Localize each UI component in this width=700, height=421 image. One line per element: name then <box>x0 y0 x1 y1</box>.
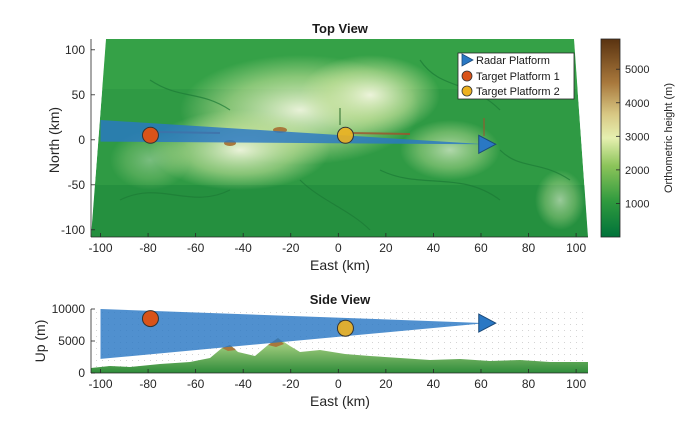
top-xtick-label: -40 <box>235 241 253 255</box>
legend-target-2-swatch <box>461 85 473 97</box>
top-xtick-label: -20 <box>282 241 300 255</box>
top-radar-beam <box>100 120 486 145</box>
side-y-axis: 10000 5000 0 <box>52 302 95 380</box>
legend-radar-swatch <box>461 53 474 67</box>
side-target-platform-2-marker <box>336 319 354 337</box>
side-xtick-label: 80 <box>522 377 536 391</box>
side-ytick-label: 10000 <box>52 302 86 316</box>
legend-item-target-2: Target Platform 2 <box>461 85 560 98</box>
top-y-axis-label: North (km) <box>46 107 62 173</box>
colorbar-label: Orthometric height (m) <box>663 83 675 193</box>
legend-item-target-1: Target Platform 1 <box>461 70 560 83</box>
side-xtick-label: -40 <box>235 377 253 391</box>
top-xtick-label: 0 <box>335 241 342 255</box>
legend-target-1-label: Target Platform 1 <box>476 71 560 83</box>
top-xtick-label: 40 <box>427 241 441 255</box>
top-y-axis: 100 50 0 -50 -100 <box>61 39 95 237</box>
top-radar-platform-marker <box>478 134 497 155</box>
colorbar: 5000 4000 3000 2000 1000 Orthometric height … <box>600 38 675 238</box>
top-ytick-label: -100 <box>61 223 85 237</box>
top-xtick-label: 100 <box>566 241 586 255</box>
top-ytick-label: 50 <box>72 88 86 102</box>
legend-item-radar: Radar Platform <box>461 53 550 67</box>
side-radar-beam <box>100 309 486 359</box>
side-view-panel: Side View -100 -80 -60 -40 -20 0 20 40 60 80 100 1… <box>32 292 588 409</box>
legend-target-2-label: Target Platform 2 <box>476 86 560 98</box>
side-ytick-label: 5000 <box>58 334 85 348</box>
side-xtick-label: -20 <box>282 377 300 391</box>
top-target-platform-1-marker <box>141 126 159 144</box>
top-xtick-label: 80 <box>522 241 536 255</box>
colorbar-tick-label: 2000 <box>625 165 649 177</box>
top-view-panel: Top View <box>46 21 675 273</box>
side-x-axis-label: East (km) <box>310 393 370 409</box>
side-xtick-label: -60 <box>187 377 205 391</box>
colorbar-tick-label: 1000 <box>625 198 649 210</box>
colorbar-tick-label: 3000 <box>625 131 649 143</box>
top-xtick-label: 20 <box>379 241 393 255</box>
side-ytick-label: 0 <box>78 366 85 380</box>
side-xtick-label: -100 <box>88 377 112 391</box>
top-view-title: Top View <box>312 21 369 36</box>
top-target-platform-2-marker <box>336 126 354 144</box>
top-ytick-label: 0 <box>78 133 85 147</box>
side-view-title: Side View <box>310 292 371 307</box>
side-xtick-label: -80 <box>139 377 157 391</box>
side-x-axis: -100 -80 -60 -40 -20 0 20 40 60 80 100 <box>88 369 588 391</box>
side-xtick-label: 60 <box>474 377 488 391</box>
legend-target-1-swatch <box>461 70 473 82</box>
colorbar-tick-label: 4000 <box>625 98 649 110</box>
side-xtick-label: 100 <box>566 377 586 391</box>
top-xtick-label: -60 <box>187 241 205 255</box>
side-xtick-label: 20 <box>379 377 393 391</box>
side-xtick-label: 40 <box>427 377 441 391</box>
top-xtick-label: 60 <box>474 241 488 255</box>
colorbar-scale <box>600 38 621 238</box>
top-x-axis: -100 -80 -60 -40 -20 0 20 40 60 80 100 <box>88 233 588 255</box>
legend-radar-label: Radar Platform <box>476 55 550 67</box>
top-xtick-label: -80 <box>139 241 157 255</box>
side-radar-platform-marker <box>478 313 497 333</box>
side-target-platform-1-marker <box>141 310 159 328</box>
target-2-trajectory <box>349 132 411 135</box>
legend: Radar Platform Target Platform 1 Target … <box>457 52 575 100</box>
colorbar-tick-label: 5000 <box>625 64 649 76</box>
top-ytick-label: -50 <box>68 178 86 192</box>
side-y-axis-label: Up (m) <box>32 320 48 363</box>
side-xtick-label: 0 <box>335 377 342 391</box>
top-x-axis-label: East (km) <box>310 257 370 273</box>
top-xtick-label: -100 <box>88 241 112 255</box>
top-ytick-label: 100 <box>65 43 85 57</box>
